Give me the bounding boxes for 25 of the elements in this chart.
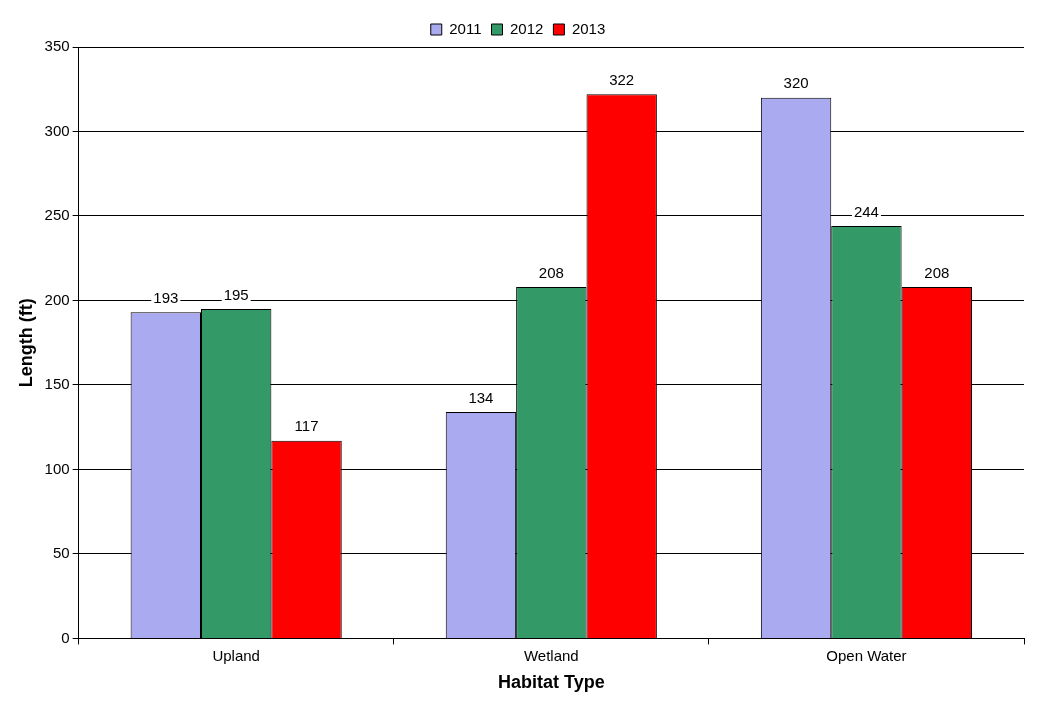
data-label: 322	[609, 70, 635, 88]
y-tick-label: 150	[44, 375, 70, 393]
x-tick-label: Wetland	[523, 646, 579, 664]
x-tick-label: Open Water	[826, 646, 907, 664]
y-tick-label: 350	[44, 37, 70, 55]
legend-label: 2012	[510, 19, 544, 37]
data-label: 244	[853, 202, 879, 220]
x-tick-label: Upland	[212, 646, 260, 664]
y-tick-label: 200	[44, 290, 70, 308]
data-label: 117	[294, 417, 319, 435]
data-label: 134	[468, 388, 494, 406]
data-label: 208	[924, 263, 950, 281]
y-tick-label: 250	[44, 206, 70, 224]
x-axis-title: Habitat Type	[497, 672, 605, 693]
y-tick-label: 50	[52, 544, 70, 562]
y-axis-title: Length (ft)	[15, 298, 36, 388]
y-tick-label: 300	[44, 121, 70, 139]
data-label: 208	[538, 263, 564, 281]
y-tick-label: 100	[44, 459, 70, 477]
y-tick-label: 0	[61, 628, 70, 646]
data-label: 193	[153, 288, 179, 306]
legend-label: 2013	[571, 19, 606, 37]
data-label: 320	[783, 74, 809, 92]
data-label: 195	[223, 285, 249, 303]
legend-label: 2011	[449, 19, 482, 37]
